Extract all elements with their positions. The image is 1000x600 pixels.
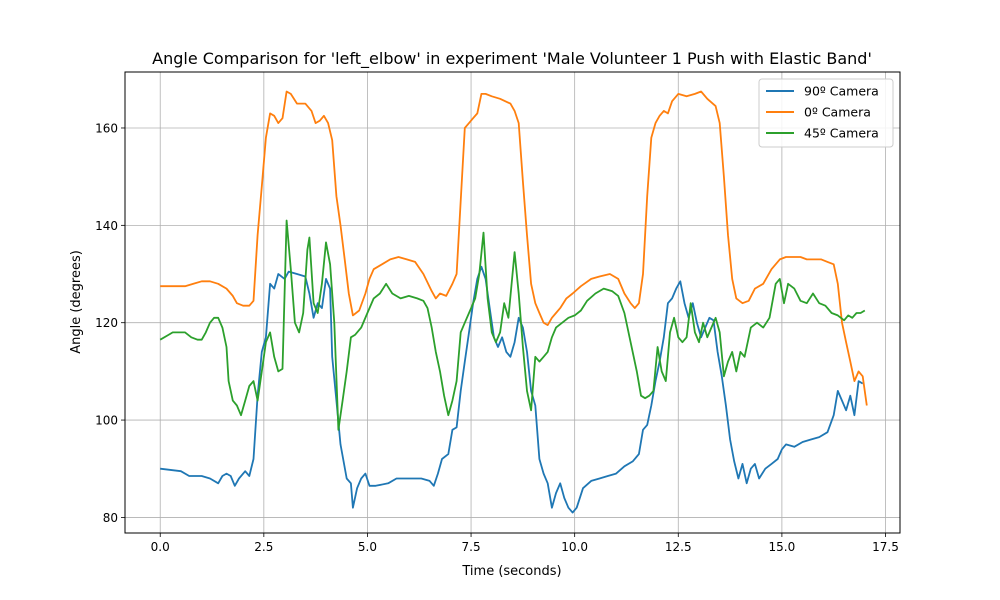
- x-tick-label: 12.5: [665, 540, 692, 554]
- grid: [125, 72, 900, 533]
- legend: 90º Camera 0º Camera 45º Camera: [758, 78, 894, 148]
- legend-box: [758, 78, 894, 148]
- x-tick-label: 5.0: [358, 540, 377, 554]
- series-layer: [159, 90, 868, 514]
- y-tick-label: 160: [95, 121, 118, 135]
- x-tick-label: 17.5: [872, 540, 899, 554]
- legend-label-1: 0º Camera: [804, 105, 871, 120]
- y-tick-label: 80: [103, 511, 118, 525]
- y-tick-label: 120: [95, 316, 118, 330]
- series-line-0: [160, 265, 864, 514]
- x-axis-label: Time (seconds): [461, 564, 561, 579]
- y-tick-label: 100: [95, 414, 118, 428]
- y-tick-label: 140: [95, 219, 118, 233]
- x-tick-label: 7.5: [462, 540, 481, 554]
- y-axis-label: Angle (degrees): [69, 250, 84, 354]
- legend-label-2: 45º Camera: [804, 126, 879, 141]
- legend-label-0: 90º Camera: [804, 84, 879, 99]
- chart-title: Angle Comparison for 'left_elbow' in exp…: [152, 49, 872, 69]
- x-tick-label: 15.0: [769, 540, 796, 554]
- x-tick-label: 2.5: [254, 540, 273, 554]
- x-tick-label: 0.0: [151, 540, 170, 554]
- x-axis: 0.0 2.5 5.0 7.5 10.0 12.5 15.0 17.5: [151, 533, 899, 554]
- y-axis: 80 100 120 140 160: [95, 121, 125, 525]
- x-tick-label: 10.0: [561, 540, 588, 554]
- series-line-1: [160, 90, 868, 406]
- plot-frame: [124, 71, 901, 534]
- series-line-2: [159, 219, 866, 431]
